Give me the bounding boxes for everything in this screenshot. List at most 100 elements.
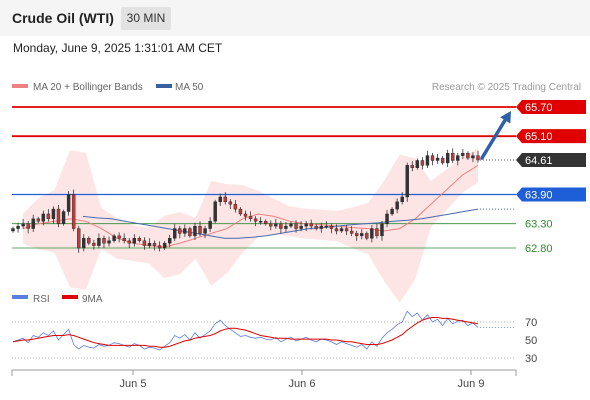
legend-rsi-label: RSI	[33, 294, 50, 305]
candle-body	[375, 229, 378, 236]
candle-body	[401, 197, 404, 202]
candle	[446, 150, 449, 167]
candle-body	[168, 238, 171, 243]
candle-body	[32, 219, 35, 229]
candle-body	[466, 153, 469, 158]
legend-9ma-label: 9MA	[82, 294, 103, 305]
price-tag-65-10: 65.10	[525, 131, 553, 143]
candle	[12, 227, 15, 233]
legend-rsi-swatch	[12, 295, 28, 299]
candle-body	[27, 224, 30, 229]
candle-body	[62, 212, 65, 224]
x-axis-ticks: Jun 5 Jun 6 Jun 9	[120, 370, 485, 390]
candle-body	[370, 229, 373, 239]
candle-body	[87, 238, 90, 243]
price-tag-62-80: 62.80	[525, 243, 553, 255]
candle-body	[279, 224, 282, 229]
candle-body	[254, 219, 257, 221]
candle-body	[22, 224, 25, 226]
candle-body	[295, 224, 298, 229]
candle-body	[315, 226, 318, 228]
candle-body	[102, 238, 105, 243]
candle-body	[456, 156, 459, 161]
candle-body	[335, 229, 338, 231]
candle-body	[269, 224, 272, 226]
candle-body	[411, 165, 414, 167]
candle-body	[340, 229, 343, 231]
rsi-tick-50: 50	[525, 335, 537, 347]
candle-body	[113, 236, 116, 241]
candle	[17, 223, 20, 233]
candle-body	[264, 221, 267, 223]
candle	[431, 153, 434, 165]
forecast-arrow-shaft	[482, 117, 507, 158]
candle-body	[431, 156, 434, 161]
bollinger-bands	[23, 148, 478, 302]
candle-body	[365, 233, 368, 238]
candle-body	[37, 219, 40, 221]
legend-ma50-label: MA 50	[175, 82, 204, 93]
candle-body	[204, 229, 207, 234]
candle-body	[355, 233, 358, 235]
price-tag-64-61: 64.61	[525, 155, 553, 167]
candle-body	[461, 153, 464, 155]
candle-body	[209, 221, 212, 228]
candle-body	[118, 236, 121, 238]
candle-body	[441, 158, 444, 163]
candle-body	[97, 238, 100, 245]
candle-body	[284, 226, 287, 228]
candle-body	[224, 197, 227, 202]
x-tick-label: Jun 6	[289, 378, 316, 390]
candle-body	[42, 214, 45, 221]
candle-body	[17, 226, 20, 228]
x-tick-label: Jun 9	[458, 378, 485, 390]
candle-body	[72, 195, 75, 229]
candle-body	[178, 229, 181, 234]
candle-body	[148, 243, 151, 245]
candle-body	[325, 226, 328, 227]
candle-body	[300, 226, 303, 228]
candle-body	[330, 226, 333, 228]
candle-body	[52, 209, 55, 219]
candle-body	[229, 202, 232, 204]
candle-body	[214, 202, 217, 221]
candle-body	[310, 224, 313, 226]
candle-body	[57, 209, 60, 224]
candle-body	[446, 153, 449, 163]
candle-body	[259, 221, 262, 222]
rsi-panel: 705030	[12, 311, 537, 365]
candle-body	[138, 238, 141, 240]
rsi-tick-30: 30	[525, 353, 537, 365]
candle-body	[188, 229, 191, 236]
candle	[426, 151, 429, 168]
price-tag-63-30: 63.30	[525, 219, 553, 231]
candle-body	[123, 238, 126, 240]
candle-body	[416, 160, 419, 167]
candle	[214, 200, 217, 223]
candle-body	[436, 158, 439, 160]
candle-body	[350, 231, 353, 233]
legend-ma20-label: MA 20 + Bollinger Bands	[33, 82, 143, 93]
level-price-tags: 65.70 65.10 64.61 63.90 63.30 62.80	[516, 100, 586, 255]
watermark: Research © 2025 Trading Central	[432, 82, 581, 93]
candle	[72, 190, 75, 232]
candle-body	[477, 156, 480, 160]
candle-body	[158, 246, 161, 248]
candle-body	[249, 216, 252, 218]
candle-body	[128, 241, 131, 243]
candle-body	[153, 243, 156, 245]
candle-body	[12, 229, 15, 231]
candle-body	[47, 214, 50, 219]
candle-body	[193, 226, 196, 236]
candle-body	[360, 233, 363, 235]
candle-body	[133, 238, 136, 243]
candle	[436, 154, 439, 164]
candle	[441, 156, 444, 165]
candle-body	[451, 153, 454, 160]
candle-body	[183, 229, 186, 234]
candle-body	[92, 243, 95, 245]
candle-body	[320, 226, 323, 228]
legend-ma20-swatch	[12, 84, 28, 88]
candle-body	[386, 214, 389, 224]
